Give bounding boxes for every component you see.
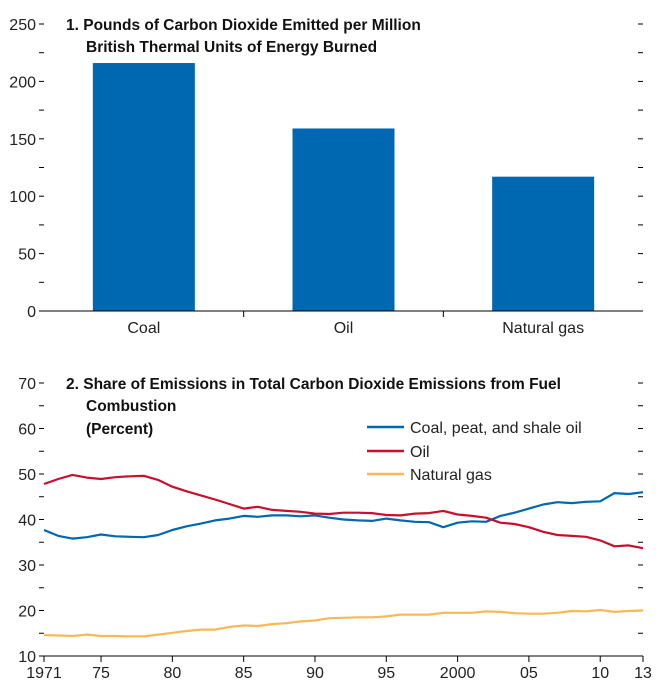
panel-1-y-tick-label: 100 [9,189,36,206]
panel-1-title-line-2: British Thermal Units of Energy Burned [86,39,377,56]
panel-1-bar-chart: 1. Pounds of Carbon Dioxide Emitted per … [9,17,643,337]
panel-1-y-tick-label: 150 [9,132,36,149]
panel-2-x-tick-label: 13 [634,665,652,682]
panel-2-series-line [43,473,644,550]
panel-2-y-tick-label: 10 [18,649,36,666]
panel-2-y-tick-label: 70 [18,376,36,393]
panel-2-y-axis: 10 20 30 40 50 60 70 [18,376,643,666]
panel-2-x-tick-label: 95 [377,665,395,682]
panel-2-y-tick-label: 20 [18,604,36,621]
panel-1-x-axis: Coal Oil Natural gas [44,310,643,337]
panel-2-title-line-1: 2. Share of Emissions in Total Carbon Di… [66,376,561,393]
panel-2-line-chart: 2. Share of Emissions in Total Carbon Di… [18,376,652,682]
panel-1-y-tick-label: 250 [9,17,36,34]
panel-2-series-line [43,608,644,638]
panel-1-y-axis: 0 50 100 150 200 250 [9,17,643,321]
panel-1-title-line-1: 1. Pounds of Carbon Dioxide Emitted per … [66,17,421,34]
panel-1-bar [92,63,195,312]
panel-2-x-tick-label: 75 [92,665,110,682]
panel-2-x-tick-label: 85 [235,665,253,682]
panel-2-x-tick-label: 05 [520,665,538,682]
panel-1-y-tick-label: 50 [18,247,36,264]
panel-2-title-line-2: Combustion [86,398,176,415]
panel-1-bar [492,176,595,311]
panel-2-legend-label: Natural gas [410,467,492,484]
panel-2-x-tick-label: 80 [163,665,181,682]
panel-1-x-tick-label: Oil [334,320,354,337]
panel-1-bars [92,63,595,312]
panel-2-x-tick-label: 1971 [26,665,62,682]
panel-2-x-tick-label: 2000 [440,665,476,682]
panel-2-legend-label: Coal, peat, and shale oil [410,420,582,437]
panel-2-x-tick-label: 10 [591,665,609,682]
panel-1-y-tick-label: 0 [27,304,36,321]
panel-2-y-tick-label: 40 [18,513,36,530]
panel-1-bar [292,128,395,311]
panel-2-x-axis: 1971 75 80 85 90 95 2000 05 10 13 [26,655,652,682]
panel-1-x-tick-label: Coal [127,320,160,337]
panel-2-legend-label: Oil [410,444,430,461]
panel-2-y-tick-label: 50 [18,467,36,484]
panel-2-y-tick-label: 30 [18,558,36,575]
panel-1-y-tick-label: 200 [9,74,36,91]
panel-2-lines [43,473,644,638]
panel-2-x-tick-label: 90 [306,665,324,682]
panel-2-legend: Coal, peat, and shale oil Oil Natural gas [367,420,582,484]
panel-2-title-line-3: (Percent) [86,421,153,438]
panel-1-x-tick-label: Natural gas [502,320,584,337]
panel-2-series-line [43,491,644,540]
panel-2-y-tick-label: 60 [18,422,36,439]
